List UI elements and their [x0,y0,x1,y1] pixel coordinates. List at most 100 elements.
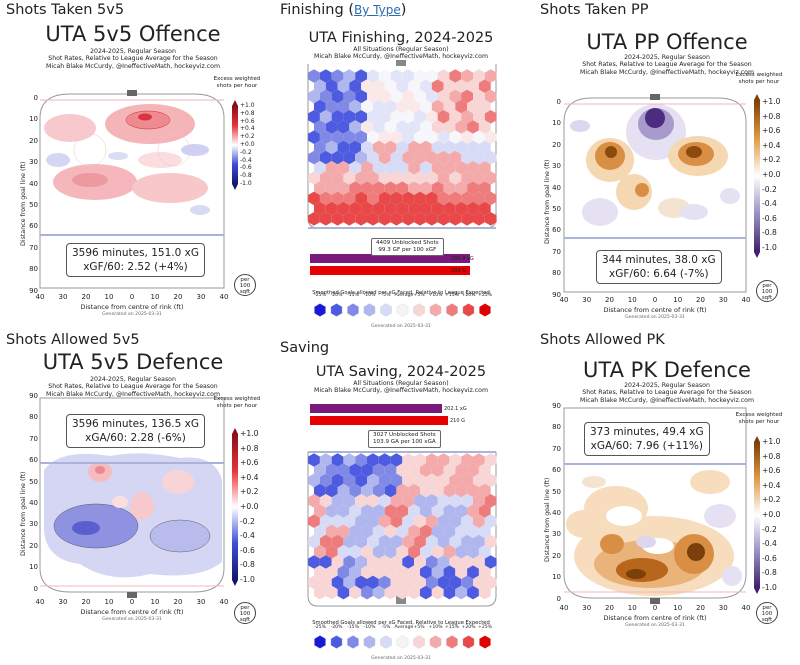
generated-note: Generated on 2025-03-31 [102,617,162,622]
hex-cell [420,120,432,134]
hex-cell [478,201,491,216]
legend-label: +20% [461,625,476,630]
hex-cell [343,110,356,124]
legend-swatch [446,303,458,317]
colorbar-tick-label: +0.4 [762,140,781,150]
x-tick-label: 0 [652,296,658,304]
y-tick-label: 70 [29,243,38,252]
hex-cell [449,575,462,590]
hex-cell [478,483,491,498]
colorbar-title: Excess weighted shots per hour [735,412,783,425]
hex-cell [455,181,468,195]
hex-cell [372,463,385,477]
legend-label: -25% [314,293,326,298]
hex-cell [349,120,362,134]
hex-cell [314,585,326,600]
hex-cell [378,494,391,508]
hex-grid [308,453,497,600]
legend-swatch [363,635,376,649]
section-title: Saving [280,340,330,356]
y-tick-label: 90 [29,286,38,295]
hex-cell [420,565,432,579]
hex-cell [372,565,385,579]
x-tick-label: 40 [559,604,569,612]
hex-cell [396,524,409,539]
hex-cell [361,79,373,93]
hex-cell [484,171,497,185]
hex-cell [349,504,362,518]
hex-cell [349,463,362,477]
hex-cell [402,191,415,206]
y-tick-label: 30 [29,158,38,167]
hex-cell [408,79,420,93]
legend-swatch [380,635,392,649]
x-axis-label: Distance from centre of rink (ft) [80,608,184,616]
y-tick-label: 80 [29,413,38,422]
legend-swatch [479,303,491,317]
hex-cell [361,120,373,134]
hex-cell [402,69,415,83]
y-tick-label: 80 [552,423,561,432]
hex-cell [390,69,403,83]
hex-cell [396,120,409,134]
x-tick-label: 10 [150,293,160,301]
hex-cell [367,494,379,508]
y-axis-label: Distance from goal line (ft) [20,471,27,556]
hex-cell [367,212,379,226]
hex-cell [361,565,373,579]
hex-cell [484,555,497,569]
hex-cell [325,585,338,600]
hex-cell [325,161,338,175]
hex-cell [473,212,485,226]
hex-cell [308,171,320,185]
hex-cell [319,534,332,549]
hex-cell [349,161,362,175]
hex-cell [484,69,497,83]
y-tick-label: 20 [552,551,561,560]
hex-cell [308,89,320,104]
hex-cell [420,524,432,539]
hex-cell [484,89,497,104]
hex-cell [449,514,462,528]
hex-cell [308,150,320,165]
hex-cell [331,69,344,83]
section-title: Shots Taken PP [540,2,649,18]
x-tick-label: 30 [718,296,728,304]
hex-cell [461,534,473,549]
hex-cell [314,545,326,559]
hex-cell [378,555,391,569]
legend-label: +10% [428,625,443,630]
hex-cell [431,201,444,216]
hex-cell [319,453,332,467]
colorbar-tick-label: +0.4 [762,480,781,490]
legend-swatch [347,635,359,649]
hex-cell [349,524,362,539]
colorbar [754,94,760,258]
x-axis-label: Distance from centre of rink (ft) [603,306,707,314]
hex-cell [308,473,320,488]
rink-plot [39,90,238,289]
hex-cell [425,150,438,165]
hex-cell [461,89,473,104]
hex-cell [473,191,485,206]
hex-cell [402,171,415,185]
hex-cell [396,565,409,579]
hex-cell [455,161,468,175]
hex-cell [455,99,468,114]
hex-cell [467,524,479,539]
hex-cell [349,79,362,93]
hex-cell [402,150,415,165]
hex-cell [455,524,468,539]
hex-cell [325,120,338,134]
by-type-link[interactable]: By Type [353,3,401,17]
hex-cell [467,483,479,498]
hex-cell [455,565,468,579]
hex-cell [390,494,403,508]
hex-cell [372,79,385,93]
hex-cell [449,89,462,104]
hex-cell [408,565,420,579]
hex-cell [402,89,415,104]
y-tick-label: 60 [29,456,38,465]
hex-cell [319,494,332,508]
legend-swatch [462,303,475,317]
